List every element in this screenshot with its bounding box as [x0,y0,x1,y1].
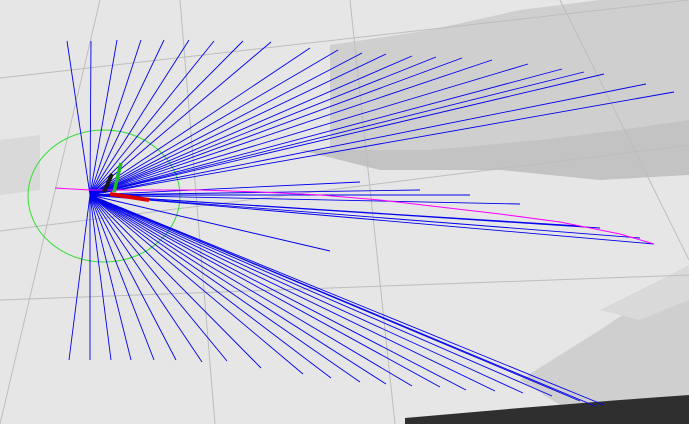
laser-ray [89,194,155,361]
laser-ray [89,194,361,383]
laser-ray [89,39,118,196]
laser-ray [89,39,165,196]
laser-ray [89,194,203,363]
axis-x [109,192,150,202]
laser-ray [66,40,91,196]
laser-scan-rays [66,39,675,407]
axis-z [102,173,114,193]
laser-ray [89,194,441,388]
laser-ray [89,194,655,245]
laser-ray [89,39,142,196]
laser-ray [89,53,387,196]
laser-ray [89,71,585,196]
laser-ray [89,194,413,387]
laser-ray [89,73,605,196]
laser-ray [89,91,675,196]
laser-ray [89,194,521,205]
laser-ray [89,194,228,362]
map-free-region-band [300,120,689,180]
map-free-region-left [0,135,40,195]
laser-ray [89,59,493,196]
laser-scan-points [54,187,655,245]
grid-line [0,0,101,424]
laser-ray [89,39,190,196]
grid-line [349,0,396,424]
laser-ray [89,194,605,406]
laser-ray [89,55,413,196]
laser-ray [89,56,437,196]
map-free-region-bottom-right-light [600,265,689,320]
map-free-region-top [330,0,689,160]
laser-ray [89,194,596,407]
robot-origin-axes-icon [102,162,150,202]
laser-ray [68,194,91,361]
laser-ray [89,49,339,196]
robot-footprint-circle-icon [27,129,181,263]
laser-ray [89,40,244,196]
laser-ray [89,40,215,196]
laser-ray [89,181,361,196]
laser-ray [89,194,177,361]
grid-line [0,144,689,232]
laser-ray [89,194,641,239]
grid-line [179,0,216,424]
axis-y [112,162,123,193]
laser-ray [89,194,112,361]
laser-ray [89,194,524,394]
laser-ray [89,68,563,196]
laser-ray [89,63,529,196]
laser-ray [89,189,421,196]
laser-ray [89,194,262,369]
laser-ray [89,194,496,392]
occupancy-map [0,0,689,405]
laser-ray [89,40,92,196]
laser-ray [89,52,363,196]
laser-ray [89,194,553,397]
laser-ray [89,47,311,196]
laser-ray [89,194,467,391]
laser-ray [89,194,332,379]
grid-line [0,0,689,79]
laser-ray [89,83,647,196]
laser-ray [89,57,463,196]
laser-ray [89,194,132,361]
obstacle-wall [405,395,689,424]
laser-ray [89,194,601,229]
grid-line [559,0,689,261]
laser-ray [89,194,387,385]
laser-ray [89,194,304,375]
laser-ray [89,194,331,252]
